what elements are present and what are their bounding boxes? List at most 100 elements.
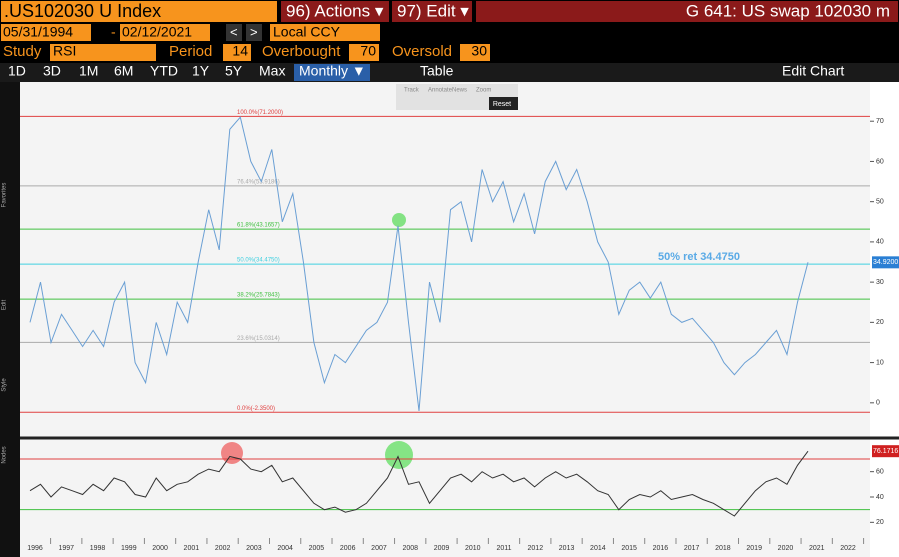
side-label: Favorites (2, 183, 8, 208)
annotation: 50% ret 34.4750 (658, 251, 740, 263)
x-tick-label: 2010 (465, 545, 481, 552)
period-button[interactable]: 6M (114, 63, 133, 79)
ticker: .US102030 U Index (4, 1, 161, 21)
x-tick-label: 2002 (215, 545, 231, 552)
x-tick-label: 2001 (184, 545, 200, 552)
x-tick-label: 2022 (840, 545, 856, 552)
x-tick-label: 1999 (121, 545, 137, 552)
end-date-box[interactable] (120, 24, 210, 41)
next-icon: > (250, 24, 258, 39)
series-line (29, 450, 809, 517)
x-tick-label: 2011 (497, 545, 512, 552)
next-button[interactable] (246, 24, 262, 41)
period-button[interactable]: 5Y (225, 63, 243, 79)
x-tick-label: 1997 (58, 545, 74, 552)
study-name: RSI (53, 43, 76, 59)
x-tick-label: 2006 (340, 545, 356, 552)
last-value-label: 76.1716 (873, 448, 898, 455)
actions: 96) Actions ▾ (286, 1, 384, 20)
period-button[interactable]: 1D (8, 63, 26, 79)
start-date-box[interactable] (1, 24, 91, 41)
y-tick-label: 10 (876, 359, 884, 366)
reset-button[interactable] (489, 97, 518, 110)
x-tick-label: 2012 (528, 545, 544, 552)
ticker-box[interactable] (1, 1, 277, 22)
x-tick-label: 2015 (621, 545, 637, 552)
oversold: 30 (471, 43, 487, 59)
fib-label: 50.0%(34.4750) (237, 258, 280, 264)
fib-label: 23.6%(15.0314) (237, 336, 280, 342)
overbought-box[interactable] (349, 44, 379, 61)
period-button[interactable]: 1Y (192, 63, 210, 79)
oversold-label: Oversold (392, 43, 452, 60)
chart-area (20, 82, 899, 557)
highlight-circle (392, 213, 406, 227)
title-bar (476, 1, 898, 22)
last-value-box (872, 256, 899, 269)
table-button[interactable]: Table (420, 63, 454, 79)
fib-label: 76.4%(53.9186) (237, 179, 280, 185)
popup-item[interactable]: Annotate (428, 88, 453, 94)
x-tick-label: 2008 (402, 545, 418, 552)
period-label: Period (169, 43, 212, 60)
y-tick-label: 60 (876, 158, 884, 165)
frequency-box[interactable] (294, 64, 370, 81)
x-tick-label: 2009 (434, 545, 450, 552)
actions-button[interactable] (281, 1, 389, 22)
fib-label: 38.2%(25.7843) (237, 293, 280, 299)
edit-chart-button[interactable]: Edit Chart (782, 63, 844, 79)
last-value-label: 34.9200 (873, 259, 898, 266)
y-tick-label: 50 (876, 199, 884, 206)
period-button[interactable]: 1M (79, 63, 98, 79)
x-tick-label: 2013 (559, 545, 575, 552)
prev-icon: < (230, 24, 238, 39)
frequency: Monthly ▼ (299, 63, 366, 79)
x-tick-label: 2004 (277, 545, 293, 552)
x-tick-label: 2005 (309, 545, 325, 552)
y-tick-label: 40 (876, 494, 884, 501)
fib-label: 100.0%(71.2000) (237, 110, 283, 116)
period-button[interactable]: 3D (43, 63, 61, 79)
y-tick-label: 20 (876, 319, 884, 326)
y-tick-label: 0 (876, 400, 880, 407)
title: G 641: US swap 102030 m (686, 1, 890, 20)
x-tick-label: 1998 (90, 545, 106, 552)
period: 14 (232, 43, 248, 59)
x-tick-label: 2003 (246, 545, 262, 552)
popup-item[interactable]: Track (404, 88, 420, 94)
side-toolbar (0, 82, 20, 557)
x-tick-label: 2019 (746, 545, 762, 552)
currency: Local CCY (273, 24, 341, 40)
fib-label: 61.8%(43.1657) (237, 223, 280, 229)
reset: Reset (493, 101, 511, 108)
y-tick-label: 40 (876, 239, 884, 246)
x-tick-label: 2016 (653, 545, 669, 552)
x-tick-label: 2021 (809, 545, 825, 552)
highlight-circle (385, 441, 413, 469)
x-tick-label: 2014 (590, 545, 606, 552)
y-tick-label: 30 (876, 279, 884, 286)
oversold-box[interactable] (460, 44, 490, 61)
x-tick-label: 2020 (778, 545, 794, 552)
edit-button[interactable] (392, 1, 472, 22)
side-label: Edit (2, 300, 8, 311)
currency-box[interactable] (270, 24, 380, 41)
overbought: 70 (360, 43, 376, 59)
x-tick-label: 2018 (715, 545, 731, 552)
period-button[interactable]: Max (259, 63, 285, 79)
period-button[interactable]: YTD (150, 63, 178, 79)
toolbar (0, 63, 899, 82)
x-tick-label: 1996 (27, 545, 43, 552)
x-tick-label: 2007 (371, 545, 387, 552)
study-box[interactable] (50, 44, 156, 61)
popup-item[interactable]: Zoom (476, 88, 491, 94)
x-tick-label: 2000 (152, 545, 168, 552)
period-box[interactable] (223, 44, 251, 61)
prev-button[interactable] (226, 24, 242, 41)
highlight-circle (221, 442, 243, 464)
y-tick-label: 70 (876, 118, 884, 125)
popup-item[interactable]: News (452, 88, 467, 94)
side-label: Nodes (2, 446, 8, 463)
edit: 97) Edit ▾ (397, 1, 469, 20)
